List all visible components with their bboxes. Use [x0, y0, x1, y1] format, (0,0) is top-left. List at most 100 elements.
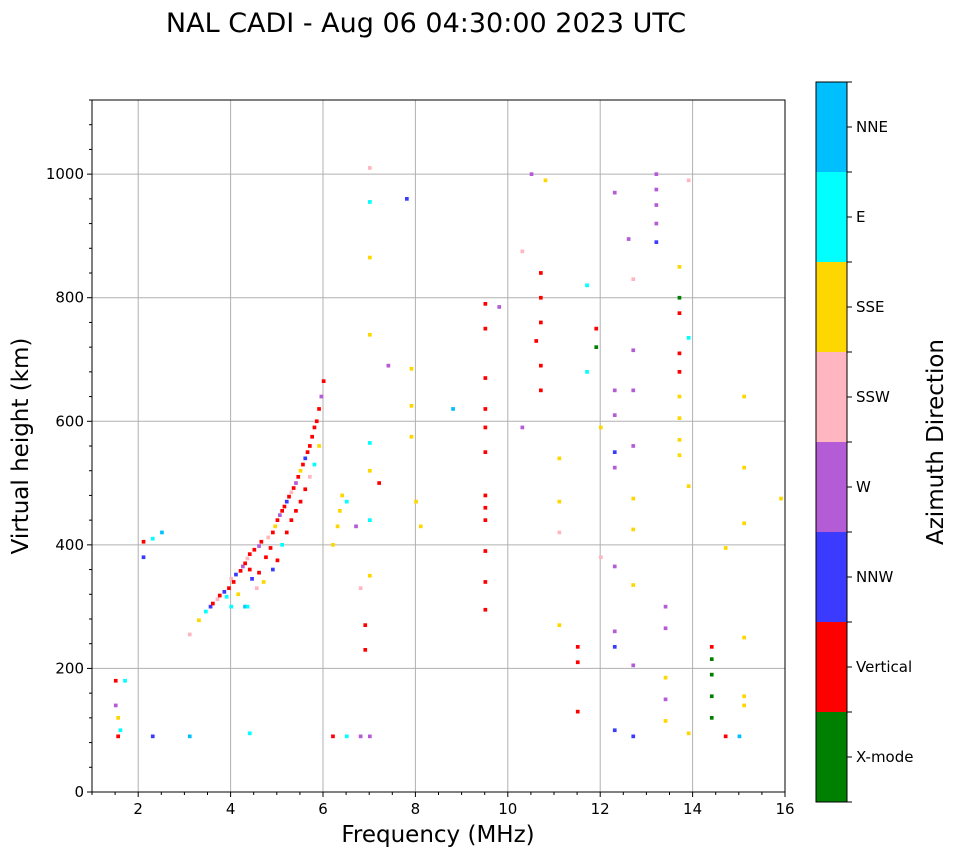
echo-point — [197, 618, 201, 623]
echo-point — [534, 339, 539, 343]
echo-point — [261, 580, 266, 584]
echo-point — [204, 609, 208, 614]
echo-point — [257, 544, 261, 548]
echo-point — [280, 543, 284, 547]
echo-point — [677, 295, 682, 300]
colorbar-tick-label: NNE — [856, 118, 888, 136]
echo-point — [654, 172, 659, 176]
echo-point — [340, 493, 344, 498]
echo-point — [742, 703, 746, 708]
echo-point — [275, 518, 280, 522]
echo-point — [418, 524, 423, 529]
echo-point — [344, 734, 349, 739]
echo-point — [305, 450, 310, 454]
echo-point — [599, 555, 603, 560]
echo-point — [312, 425, 317, 430]
echo-point — [575, 660, 580, 665]
echo-point — [259, 539, 264, 544]
echo-point — [557, 456, 562, 461]
echo-point — [227, 586, 231, 590]
echo-point — [451, 407, 455, 411]
echo-point — [483, 505, 488, 510]
colorbar-swatch — [816, 712, 847, 802]
echo-point — [709, 672, 714, 677]
colorbar-frame — [815, 81, 848, 803]
echo-point — [247, 731, 252, 736]
echo-point — [409, 434, 414, 439]
echo-point — [483, 326, 488, 331]
echo-point — [229, 604, 234, 609]
echo-point — [363, 623, 368, 627]
echo-point — [594, 345, 599, 349]
echo-point — [585, 283, 589, 288]
echo-point — [335, 524, 340, 529]
echo-point — [208, 604, 213, 609]
echo-point — [405, 197, 409, 201]
echo-point — [312, 462, 317, 467]
echo-point — [113, 703, 118, 708]
y-tick-label: 800 — [55, 289, 84, 307]
echo-point — [612, 388, 617, 393]
echo-point — [287, 494, 291, 499]
y-tick-label: 0 — [74, 783, 84, 801]
x-tick-label: 2 — [133, 800, 143, 818]
echo-point — [368, 200, 372, 204]
echo-point — [686, 484, 691, 488]
echo-point — [585, 370, 589, 374]
echo-point — [520, 249, 525, 254]
echo-point — [118, 728, 123, 733]
echo-point — [677, 265, 682, 269]
echo-point — [331, 734, 335, 739]
echo-point — [224, 594, 229, 599]
y-tick-label: 400 — [55, 536, 84, 554]
echo-point — [271, 567, 275, 572]
echo-point — [483, 450, 488, 454]
echo-point — [631, 444, 636, 448]
echo-point — [529, 172, 534, 176]
colorbar-swatch — [816, 442, 847, 532]
echo-point — [663, 675, 668, 680]
echo-point — [539, 295, 543, 300]
echo-point — [654, 187, 659, 192]
echo-point — [677, 438, 682, 442]
x-tick-label: 14 — [683, 800, 702, 818]
echo-point — [631, 348, 636, 353]
echo-point — [539, 320, 543, 325]
echo-point — [723, 734, 728, 739]
echo-point — [654, 203, 659, 207]
echo-point — [612, 629, 617, 634]
echo-point — [296, 475, 301, 479]
colorbar-swatch — [816, 172, 847, 262]
echo-point — [289, 490, 294, 495]
echo-point — [344, 499, 349, 504]
echo-point — [631, 527, 636, 532]
echo-point — [497, 305, 502, 309]
echo-point — [612, 728, 617, 733]
colorbar-swatch — [816, 622, 847, 712]
echo-point — [273, 524, 277, 529]
echo-point — [377, 481, 381, 485]
colorbar: X-mode Vertical NNW W SSW SSE E NNE — [815, 81, 913, 803]
echo-point — [222, 590, 227, 594]
echo-point — [317, 444, 321, 448]
echo-point — [626, 237, 631, 241]
echo-point — [663, 604, 668, 609]
echo-point — [271, 530, 275, 535]
y-axis-ticks: 0 200 400 600 800 1000 — [46, 99, 92, 801]
echo-point — [543, 178, 548, 183]
chart-title: NAL CADI - Aug 06 04:30:00 2023 UTC — [166, 8, 686, 39]
echo-point — [338, 509, 342, 513]
echo-point — [709, 716, 714, 720]
echo-point — [280, 509, 284, 513]
echo-point — [266, 535, 271, 540]
echo-point — [275, 558, 280, 563]
colorbar-swatch — [816, 532, 847, 622]
echo-point — [284, 530, 289, 535]
colorbar-tick-label: W — [856, 478, 871, 496]
echo-point — [217, 593, 222, 598]
echo-point — [677, 394, 682, 399]
echo-point — [677, 351, 682, 356]
echo-point — [557, 499, 562, 504]
echo-point — [409, 366, 414, 371]
echo-point — [631, 277, 636, 281]
